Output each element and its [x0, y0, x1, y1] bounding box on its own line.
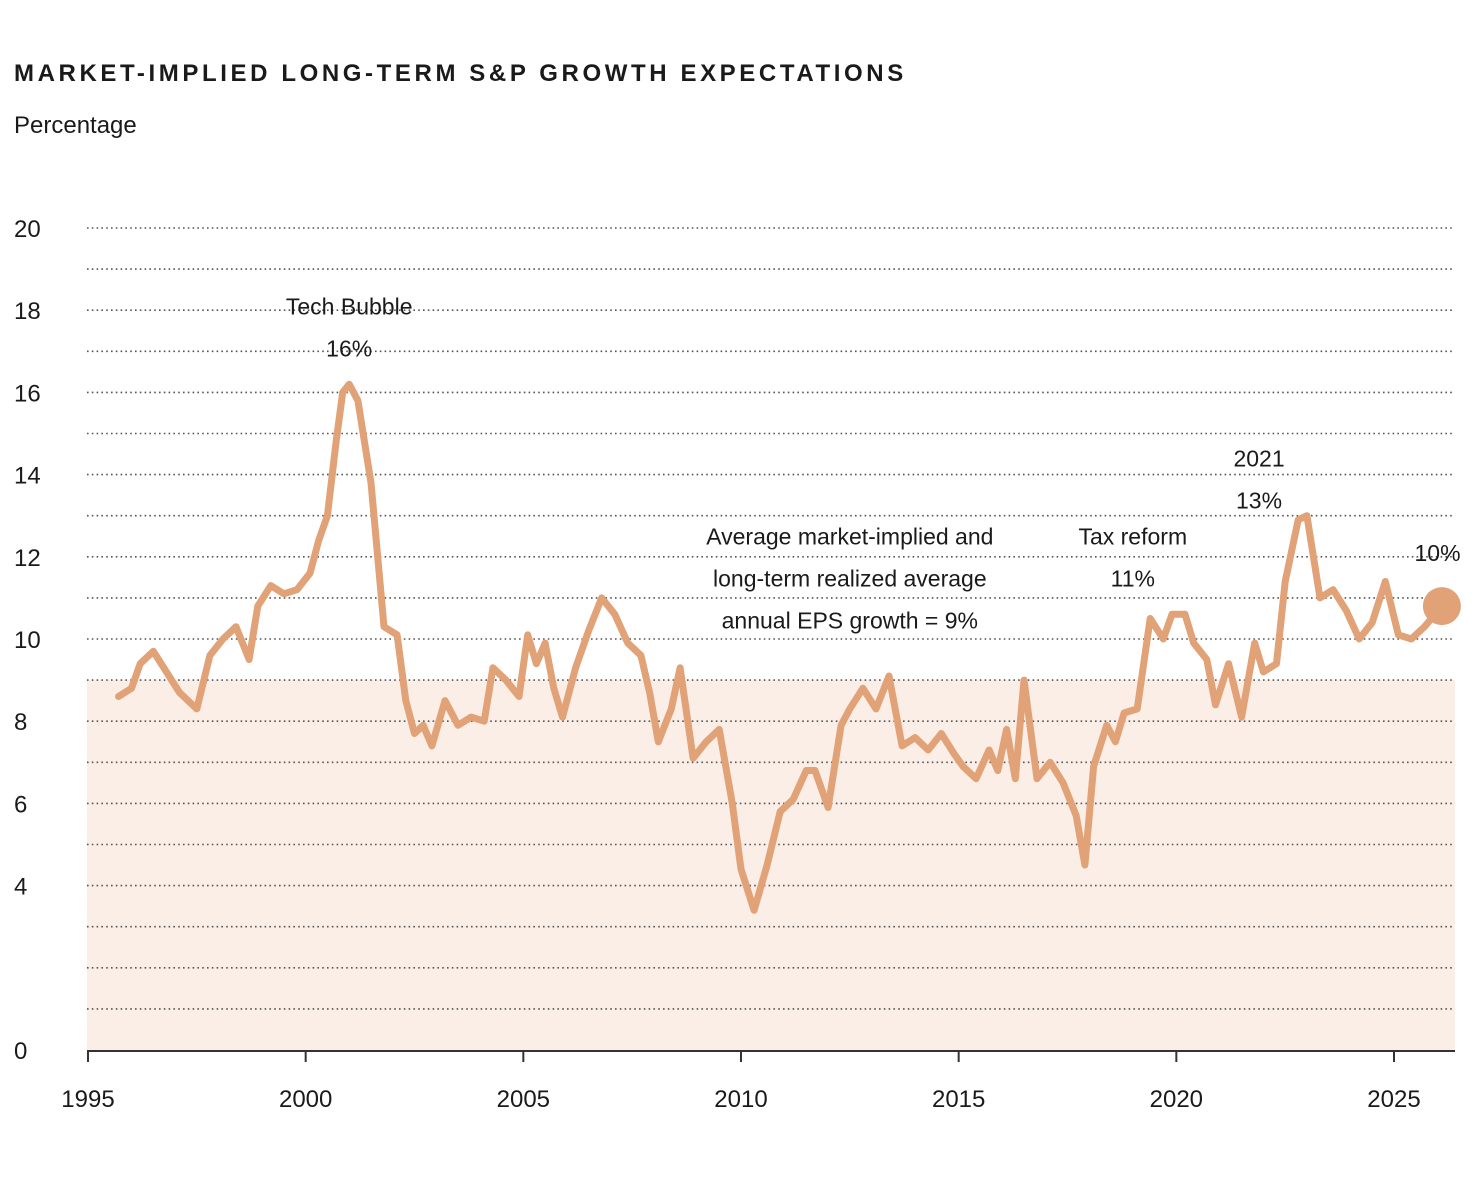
chart-title: MARKET-IMPLIED LONG-TERM S&P GROWTH EXPE…: [14, 60, 907, 87]
y-tick-label: 8: [14, 709, 27, 736]
y-tick-label: 4: [14, 874, 27, 901]
series-line: [115, 380, 1446, 914]
x-tick-label: 2015: [932, 1086, 985, 1113]
y-tick-label: 6: [14, 791, 27, 818]
y-tick-label: 0: [14, 1038, 27, 1065]
average-band: [87, 680, 1455, 1050]
annotation-text: Tech Bubble: [286, 293, 413, 319]
annotation-text: 2021: [1233, 445, 1284, 471]
annotation-text: Tax reform: [1078, 523, 1187, 549]
series-layer: [115, 380, 1461, 914]
average-band-layer: [87, 680, 1455, 1050]
x-tick-label: 2005: [497, 1086, 550, 1113]
series-end-marker: [1422, 587, 1461, 626]
x-tick-label: 2020: [1150, 1086, 1203, 1113]
y-tick-label: 10: [14, 627, 41, 654]
y-tick-label: 20: [14, 216, 41, 243]
y-tick-label: 16: [14, 380, 41, 407]
x-tick-label: 1995: [61, 1086, 114, 1113]
x-tick-label: 2025: [1367, 1086, 1420, 1113]
annotation-text: 16%: [326, 335, 372, 361]
axis-layer: 0 4 6 8 10 12 14 16 18 20 1995 2000 2005 2010 2015 2020…: [14, 216, 1455, 1113]
x-tick-label: 2000: [279, 1086, 332, 1113]
annotation-text: Average market-implied and: [706, 523, 993, 549]
y-tick-label: 14: [14, 463, 41, 490]
annotation-text: 13%: [1236, 487, 1282, 513]
annotation-text: 10%: [1415, 540, 1461, 566]
annotation-text: annual EPS growth = 9%: [722, 607, 978, 633]
annotation-text: long-term realized average: [713, 565, 987, 591]
y-tick-label: 12: [14, 545, 41, 572]
annotation-text: 11%: [1111, 565, 1155, 591]
annotation-layer: Tech Bubble 16% Average market-implied and…: [286, 293, 1461, 633]
y-axis-label: Percentage: [14, 112, 137, 139]
x-tick-label: 2010: [714, 1086, 767, 1113]
y-tick-label: 18: [14, 298, 41, 325]
